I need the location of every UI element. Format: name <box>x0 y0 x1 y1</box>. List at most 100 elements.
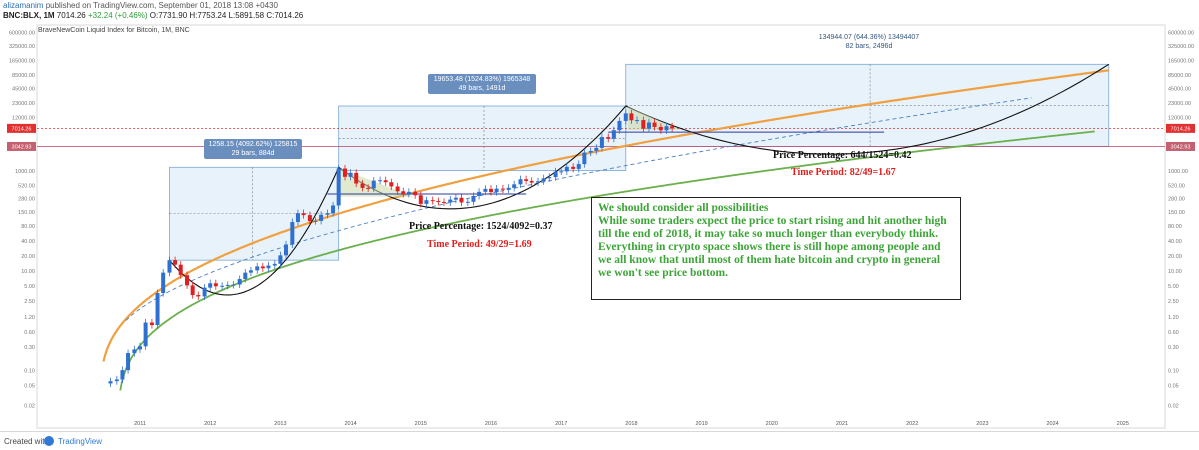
y-tick-right-9: 1000.00 <box>1168 169 1188 175</box>
y-tick-right-24: 0.02 <box>1168 403 1179 409</box>
y-tick-right-16: 10.00 <box>1168 269 1182 275</box>
candle-body-14 <box>190 285 195 296</box>
bowl-curve-3 <box>625 63 1110 155</box>
candle-body-47 <box>383 180 388 183</box>
candle-body-23 <box>243 272 248 280</box>
candle-body-35 <box>313 220 318 222</box>
y-tick-left-3: 85000.00 <box>12 73 35 79</box>
median-dashed-curve <box>125 97 1032 321</box>
candle-body-68 <box>506 187 511 190</box>
x-tick-4: 2015 <box>415 421 427 427</box>
price-tag-right-text-1: 3042.93 <box>1171 145 1191 151</box>
symbol-info: BNC:BLX, 1M 7014.26 +32.24 (+0.46%) O:77… <box>3 11 303 20</box>
author-link[interactable]: alizamanim <box>3 1 44 10</box>
candle-body-2 <box>120 370 125 380</box>
ohlc-values: O:7731.90 H:7753.24 L:5891.58 C:7014.26 <box>149 11 304 20</box>
candle-body-49 <box>395 186 400 192</box>
candle-body-54 <box>424 200 429 204</box>
y-tick-left-4: 45000.00 <box>12 87 35 93</box>
y-tick-right-1: 325000.00 <box>1168 44 1194 50</box>
range-label-1-line1: 1258.15 (4092.62%) 125815 <box>208 141 298 148</box>
candle-body-89 <box>629 113 634 121</box>
candle-body-24 <box>248 270 253 273</box>
candle-body-29 <box>278 255 283 264</box>
candle-body-48 <box>389 182 394 187</box>
commentary-title: We should consider all possibilities <box>598 202 769 214</box>
candle-body-64 <box>483 188 488 192</box>
candle-body-27 <box>266 265 271 269</box>
decline-wedge-2 <box>627 106 681 131</box>
candle-body-74 <box>541 178 546 182</box>
candle-body-28 <box>272 263 277 266</box>
candle-body-16 <box>202 287 207 297</box>
candle-body-3 <box>126 353 131 371</box>
price-change: +32.24 (+0.46%) <box>87 11 148 20</box>
candle-body-94 <box>658 126 663 131</box>
y-tick-right-19: 1.20 <box>1168 315 1179 321</box>
x-tick-10: 2021 <box>836 421 848 427</box>
footer: Created with TradingView <box>0 431 1199 450</box>
candle-body-56 <box>436 201 441 203</box>
cycle1-time-period: Time Period: 49/29=1.69 <box>427 239 532 250</box>
y-tick-right-22: 0.10 <box>1168 369 1179 375</box>
created-with-text: Created with <box>4 437 49 446</box>
x-tick-6: 2017 <box>555 421 567 427</box>
candle-body-18 <box>213 283 218 287</box>
x-tick-9: 2020 <box>766 421 778 427</box>
candle-body-67 <box>500 188 505 190</box>
x-tick-7: 2018 <box>625 421 637 427</box>
publish-text: published on TradingView.com, September … <box>45 1 278 10</box>
y-tick-left-17: 5.00 <box>24 284 35 290</box>
y-tick-right-23: 0.05 <box>1168 384 1179 390</box>
price-tag-left-0 <box>7 123 36 133</box>
candle-body-73 <box>536 181 541 183</box>
candle-body-0 <box>108 381 113 384</box>
candle-body-87 <box>617 120 622 131</box>
candle-body-61 <box>465 201 470 203</box>
candle-body-19 <box>220 285 225 287</box>
y-tick-right-15: 20.00 <box>1168 254 1182 260</box>
range-label-3-line2: 82 bars, 2496d <box>845 43 893 50</box>
y-tick-left-13: 80.00 <box>21 224 35 230</box>
candle-body-72 <box>529 180 534 183</box>
candle-body-88 <box>623 113 628 121</box>
candle-body-96 <box>670 126 675 129</box>
candle-body-7 <box>149 322 154 326</box>
candle-body-41 <box>348 172 353 177</box>
y-tick-left-20: 0.60 <box>24 330 35 336</box>
y-tick-right-6: 12000.00 <box>1168 115 1191 121</box>
resistance-curve <box>102 69 1109 362</box>
candle-body-32 <box>295 213 300 223</box>
candle-body-83 <box>594 147 599 151</box>
y-tick-left-19: 1.20 <box>24 315 35 321</box>
candle-body-91 <box>641 120 646 129</box>
y-tick-right-3: 85000.00 <box>1168 73 1191 79</box>
tradingview-brand-link[interactable]: TradingView <box>58 437 103 446</box>
y-tick-right-5: 23000.00 <box>1168 101 1191 107</box>
x-tick-13: 2024 <box>1046 421 1058 427</box>
y-tick-left-24: 0.02 <box>24 403 35 409</box>
y-tick-left-9: 1000.00 <box>15 169 35 175</box>
y-tick-right-20: 0.60 <box>1168 330 1179 336</box>
candle-body-39 <box>336 168 341 206</box>
candle-body-17 <box>208 283 213 288</box>
y-tick-left-22: 0.10 <box>24 369 35 375</box>
candle-body-42 <box>354 172 359 184</box>
candle-body-45 <box>371 180 376 189</box>
candle-body-40 <box>342 168 347 177</box>
y-tick-left-15: 20.00 <box>21 254 35 260</box>
plot-frame <box>36 24 1166 429</box>
cycle1-price-percentage: Price Percentage: 1524/4092=0.37 <box>409 221 553 232</box>
candle-body-1 <box>114 379 119 382</box>
candle-body-75 <box>547 177 552 179</box>
y-tick-left-1: 325000.00 <box>9 44 35 50</box>
candle-body-34 <box>307 215 312 222</box>
y-tick-right-14: 40.00 <box>1168 239 1182 245</box>
y-tick-left-14: 40.00 <box>21 239 35 245</box>
bowl-curve-1 <box>169 167 340 296</box>
range-label-3: 134944.07 (644.36%) 13494407 82 bars, 24… <box>812 32 926 52</box>
candle-body-22 <box>237 279 242 285</box>
candle-body-33 <box>301 213 306 216</box>
price-tag-right-1 <box>1166 141 1195 151</box>
